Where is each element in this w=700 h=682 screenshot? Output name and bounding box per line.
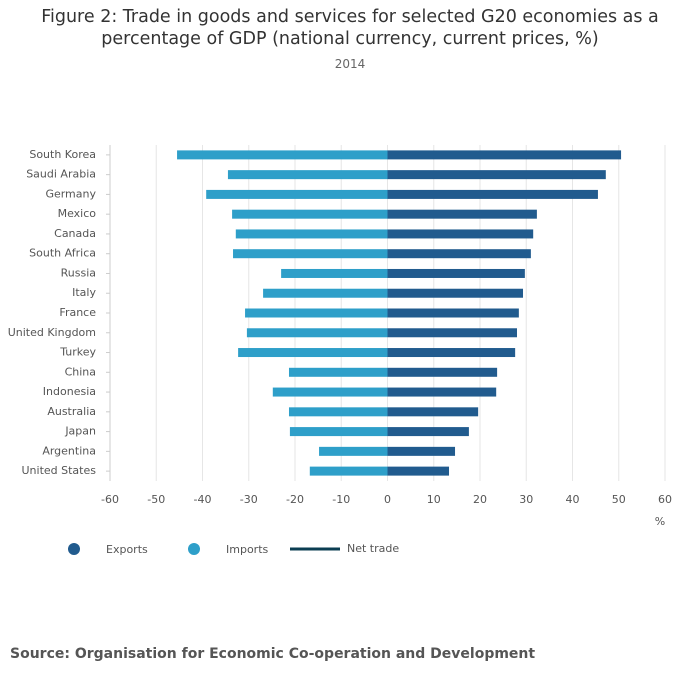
x-tick-label: -30 xyxy=(240,493,258,506)
x-axis-label: % xyxy=(655,515,665,528)
legend-label: Imports xyxy=(226,543,269,556)
bar xyxy=(289,427,388,437)
source-note: Source: Organisation for Economic Co-ope… xyxy=(10,646,536,662)
y-tick-label: United Kingdom xyxy=(8,326,96,339)
x-tick-label: -10 xyxy=(332,493,350,506)
bar xyxy=(387,189,598,199)
bar xyxy=(387,150,622,160)
bar xyxy=(288,367,388,377)
legend-marker xyxy=(68,543,80,555)
x-tick-label: 30 xyxy=(519,493,533,506)
bar xyxy=(238,348,388,358)
bar xyxy=(232,209,388,219)
bar xyxy=(319,446,388,456)
x-tick-label: 20 xyxy=(473,493,487,506)
x-tick-label: -50 xyxy=(147,493,165,506)
x-tick-label: 10 xyxy=(427,493,441,506)
bar xyxy=(387,229,534,239)
bar xyxy=(245,308,388,318)
y-tick-label: Canada xyxy=(54,227,96,240)
bar xyxy=(387,209,537,219)
bar xyxy=(387,387,497,397)
bar xyxy=(387,268,525,278)
bar xyxy=(387,288,524,298)
x-tick-label: 60 xyxy=(658,493,672,506)
bar xyxy=(387,249,531,259)
y-tick-label: Japan xyxy=(64,425,96,438)
x-tick-label: -60 xyxy=(101,493,119,506)
bar xyxy=(263,288,388,298)
y-tick-label: Argentina xyxy=(42,444,96,457)
y-tick-label: United States xyxy=(22,464,97,477)
chart-title: Figure 2: Trade in goods and services fo… xyxy=(41,7,659,49)
y-tick-label: Turkey xyxy=(59,346,96,359)
y-tick-label: France xyxy=(59,306,96,319)
x-tick-label: 50 xyxy=(612,493,626,506)
bar xyxy=(387,466,450,476)
chart-subtitle: 2014 xyxy=(334,57,366,71)
bar xyxy=(281,268,388,278)
legend-label: Net trade xyxy=(347,542,399,555)
chart: -60 -50 -40 -30 -20 -10 0 10 20 30 40 50 60% South Ko… xyxy=(8,145,672,556)
bar xyxy=(272,387,388,397)
bar xyxy=(246,328,388,338)
bar xyxy=(233,249,388,259)
bar xyxy=(177,150,388,160)
bar xyxy=(235,229,388,239)
y-tick-label: Saudi Arabia xyxy=(26,168,96,181)
bar xyxy=(387,348,516,358)
bar xyxy=(227,170,388,180)
y-tick-label: China xyxy=(65,365,96,378)
bar xyxy=(387,446,456,456)
bar xyxy=(309,466,388,476)
y-tick-label: South Korea xyxy=(29,148,96,161)
y-tick-label: South Africa xyxy=(29,247,96,260)
legend-label: Exports xyxy=(106,543,148,556)
y-tick-label: Germany xyxy=(45,187,96,200)
bar xyxy=(387,407,479,417)
x-tick-label: 0 xyxy=(384,493,391,506)
y-tick-label: Russia xyxy=(61,266,96,279)
bar xyxy=(387,170,606,180)
bar xyxy=(387,427,469,437)
bar xyxy=(387,328,517,338)
y-tick-label: Indonesia xyxy=(43,385,96,398)
y-tick-label: Mexico xyxy=(58,207,97,220)
bar xyxy=(387,367,498,377)
y-tick-label: Italy xyxy=(72,286,96,299)
legend-marker xyxy=(188,543,200,555)
bar xyxy=(288,407,388,417)
x-tick-label: 40 xyxy=(566,493,580,506)
x-tick-label: -20 xyxy=(286,493,304,506)
x-tick-label: -40 xyxy=(194,493,212,506)
bar xyxy=(206,189,388,199)
y-tick-label: Australia xyxy=(47,405,96,418)
bar xyxy=(387,308,519,318)
